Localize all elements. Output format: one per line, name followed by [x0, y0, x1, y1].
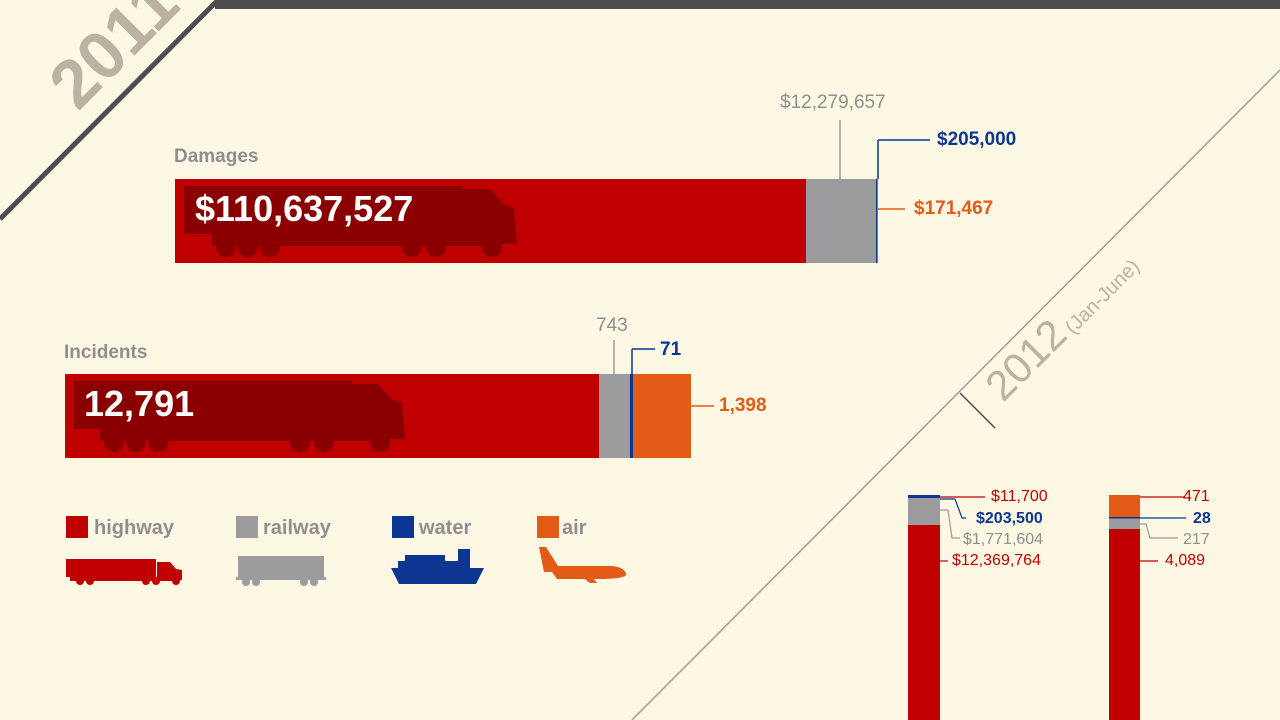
- col1-value-3: $1,771,604: [963, 531, 1044, 548]
- col1-leader-3: [940, 509, 960, 539]
- damages-water-value: $205,000: [937, 129, 1017, 150]
- incidents-railway-value: 743: [596, 315, 628, 336]
- col1-water-segment: [908, 495, 940, 498]
- damages-bar-water: [876, 179, 877, 263]
- corner-divider: [0, 0, 220, 221]
- truck-silhouette-incidents: [74, 381, 405, 452]
- col1-leader-2: [940, 498, 966, 519]
- col1-value-2: $203,500: [976, 510, 1043, 527]
- col2-value-3: 217: [1183, 531, 1210, 548]
- damages-bar-railway: [806, 179, 876, 263]
- col2-highway-segment: [1109, 529, 1140, 720]
- damages-bar-air: [877, 179, 878, 263]
- col2-air-segment: [1109, 495, 1140, 517]
- col1-highway-segment: [908, 525, 940, 720]
- col1-value-1: $11,700: [991, 488, 1048, 505]
- damages-air-value: $171,467: [914, 198, 994, 219]
- col1-value-4: $12,369,764: [952, 552, 1041, 569]
- damages-railway-value: $12,279,657: [780, 92, 886, 113]
- incidents-bar-water: [630, 374, 633, 458]
- col2-value-1: 471: [1183, 488, 1210, 505]
- incidents-title: Incidents: [64, 342, 148, 363]
- col2-value-2: 28: [1193, 510, 1211, 527]
- col2-railway-segment: [1109, 518, 1140, 529]
- incidents-bar-railway: [599, 374, 630, 458]
- period-divider-tick: [959, 392, 996, 429]
- corner-triangle: [0, 0, 214, 214]
- top-banner: [215, 0, 1280, 9]
- truck-silhouette-damages: [184, 186, 517, 257]
- col1-railway-segment: [908, 498, 940, 525]
- damages-title: Damages: [174, 146, 259, 167]
- incidents-bar-air: [633, 374, 691, 458]
- period-divider: [631, 69, 1280, 720]
- damages-highway-value: $110,637,527: [195, 188, 414, 229]
- incidents-air-value: 1,398: [719, 395, 767, 416]
- col2-water-segment: [1109, 517, 1140, 519]
- col2-leader-3: [1140, 523, 1178, 539]
- incidents-water-value: 71: [660, 339, 682, 360]
- incidents-highway-value: 12,791: [84, 383, 195, 424]
- col2-value-4: 4,089: [1165, 552, 1206, 569]
